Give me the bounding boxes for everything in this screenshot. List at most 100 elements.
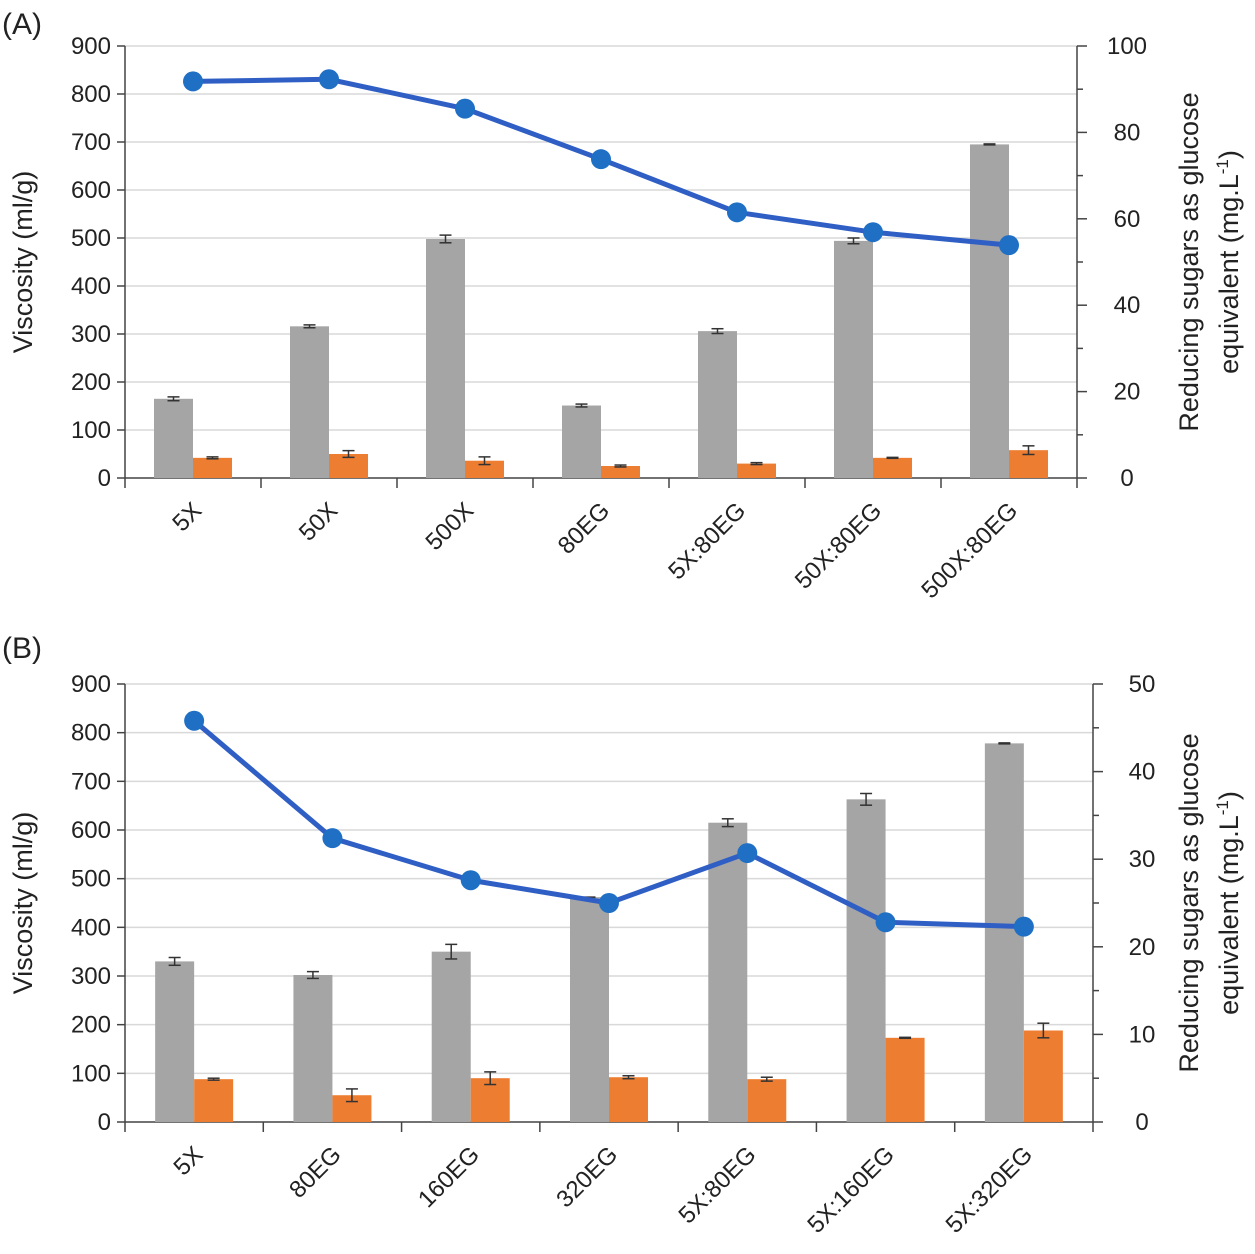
y-tick-label: 600: [71, 817, 111, 844]
y2-axis-title-line2: equivalent (mg.L-1): [1213, 150, 1244, 374]
y2-title-superscript: -1: [1213, 800, 1232, 815]
bar-orange: [194, 1079, 234, 1122]
y2-title-prefix: equivalent (mg.L: [1214, 815, 1244, 1015]
y-tick-label: 300: [71, 963, 111, 990]
y2-title-prefix: equivalent (mg.L: [1214, 174, 1244, 374]
y2-tick-label: 60: [1114, 206, 1141, 233]
line-marker: [319, 69, 339, 90]
bar-orange: [885, 1037, 925, 1122]
x-category-label: 5X: [169, 1141, 209, 1181]
y2-tick-label: 10: [1129, 1021, 1156, 1048]
y2-title-suffix: ): [1214, 791, 1244, 800]
bar-gray: [708, 822, 748, 1122]
y-axis-title: Viscosity (ml/g): [8, 171, 38, 354]
y2-title-suffix: ): [1214, 150, 1244, 159]
bar-orange: [747, 1079, 787, 1122]
bar-orange: [601, 466, 640, 478]
panel-b: (B) 0 100 200 300 400 500 600 700 800 900 0 10 20 30 40…: [2, 632, 1244, 1239]
x-category-label: 320EG: [551, 1141, 623, 1213]
y2-axis-title-line2: equivalent (mg.L-1): [1213, 791, 1244, 1015]
y2-tick-label: 40: [1129, 759, 1156, 786]
y2-tick-label: 30: [1129, 846, 1156, 873]
x-category-label: 5X:80EG: [663, 497, 751, 585]
x-category-label: 50X:80EG: [790, 497, 887, 594]
panel-label: (A): [2, 8, 42, 41]
y-tick-label: 100: [71, 1060, 111, 1087]
y2-tick-label: 20: [1114, 379, 1141, 406]
y-tick-label: 300: [71, 321, 111, 348]
line-marker: [737, 843, 758, 864]
line-marker: [999, 235, 1019, 256]
line-marker: [455, 98, 475, 119]
line-marker: [183, 71, 203, 92]
bar-gray: [290, 326, 329, 478]
y-tick-label: 500: [71, 225, 111, 252]
bar-orange: [470, 1078, 510, 1122]
x-category-label: 80EG: [284, 1141, 346, 1203]
y-tick-label: 0: [98, 1109, 111, 1136]
bar-orange: [873, 457, 912, 478]
x-category-label: 50X: [294, 497, 343, 546]
x-category-label: 5X: [167, 497, 207, 537]
y-tick-label: 500: [71, 866, 111, 893]
y2-tick-label: 40: [1114, 292, 1141, 319]
panel-a: (A) 0 100 200 300 400 500 600 700 800 900 0 20 40 60 80…: [2, 8, 1244, 604]
y-tick-label: 800: [71, 81, 111, 108]
y-tick-label: 900: [71, 671, 111, 698]
line-marker: [460, 870, 481, 891]
y-tick-label: 900: [71, 33, 111, 60]
bar-gray: [562, 405, 601, 478]
panel-label: (B): [2, 632, 42, 665]
line-marker: [863, 222, 883, 243]
bar-orange: [609, 1077, 648, 1122]
x-category-label: 160EG: [413, 1141, 485, 1213]
y2-tick-label: 0: [1135, 1109, 1148, 1136]
y-tick-label: 100: [71, 417, 111, 444]
y-tick-label: 700: [71, 129, 111, 156]
y-tick-label: 400: [71, 914, 111, 941]
line-marker: [875, 912, 896, 933]
y-tick-label: 400: [71, 273, 111, 300]
x-category-label: 5X:320EG: [941, 1141, 1038, 1238]
bar-gray: [570, 897, 609, 1122]
bar-orange: [1023, 1030, 1063, 1122]
x-category-label: 5X:160EG: [802, 1141, 899, 1238]
bar-gray: [431, 951, 471, 1122]
bar-orange: [193, 457, 232, 478]
line-marker: [599, 893, 619, 913]
y-tick-label: 600: [71, 177, 111, 204]
line-marker: [322, 828, 343, 849]
y2-tick-label: 0: [1120, 465, 1133, 492]
line-marker: [727, 202, 747, 223]
y2-tick-label: 80: [1114, 119, 1141, 146]
bar-gray: [698, 331, 737, 478]
y-tick-label: 0: [98, 465, 111, 492]
bar-gray: [426, 238, 465, 478]
bar-orange: [737, 463, 776, 478]
y2-tick-label: 20: [1129, 934, 1156, 961]
bar-gray: [154, 398, 193, 478]
y2-tick-label: 50: [1129, 671, 1156, 698]
bar-gray: [293, 975, 333, 1122]
y-tick-label: 200: [71, 1012, 111, 1039]
y-tick-label: 700: [71, 768, 111, 795]
x-category-label: 500X:80EG: [916, 497, 1023, 604]
y2-axis-title-line1: Reducing sugars as glucose: [1174, 92, 1204, 431]
y2-axis-title-line1: Reducing sugars as glucose: [1174, 733, 1204, 1072]
y-tick-label: 200: [71, 369, 111, 396]
line-marker: [591, 149, 611, 170]
y-axis-title: Viscosity (ml/g): [8, 812, 38, 995]
line-marker: [184, 710, 205, 731]
y2-title-superscript: -1: [1213, 159, 1232, 174]
y-tick-label: 800: [71, 720, 111, 747]
x-category-label: 5X:80EG: [674, 1141, 762, 1229]
bar-orange: [465, 460, 504, 478]
x-category-label: 500X: [421, 497, 480, 556]
bar-gray: [970, 144, 1009, 478]
bar-gray: [834, 240, 873, 478]
bar-gray: [155, 961, 195, 1122]
y2-tick-label: 100: [1107, 33, 1147, 60]
line-marker: [1013, 916, 1034, 937]
bar-gray: [846, 799, 886, 1122]
